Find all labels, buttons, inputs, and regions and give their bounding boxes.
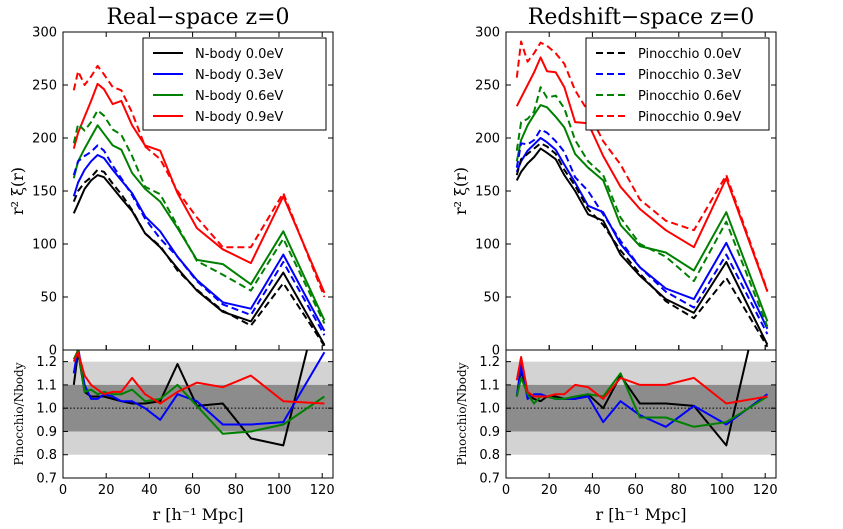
- ratio-subplot: [63, 350, 333, 455]
- ratio-line-09ev: [515, 356, 768, 405]
- series-line-n-body-0-9ev: [515, 56, 769, 293]
- series-line-pinocchio-0-0ev: [72, 168, 326, 347]
- x-tick-label: 100: [267, 483, 292, 498]
- ratio-plot-frame: [62, 349, 334, 479]
- ratio-y-tick-label: 1.2: [36, 355, 57, 370]
- main-series-group: [72, 64, 326, 347]
- ratio-line-06ev: [72, 350, 325, 435]
- ratio-line-09ev: [72, 351, 325, 405]
- main-series-group: [515, 40, 769, 348]
- ratio-subplot: [506, 350, 776, 455]
- legend-frame: [585, 37, 770, 131]
- x-tick-label: 80: [671, 483, 688, 498]
- y-tick-label: 300: [475, 26, 500, 41]
- ratio-y-tick-label: 1.1: [36, 378, 57, 393]
- series-line-n-body-0-0ev: [515, 147, 769, 346]
- y-tick-label: 200: [32, 132, 57, 147]
- y-tick-label: 0: [49, 344, 57, 359]
- x-tick-label: 0: [502, 483, 510, 498]
- chart-title: Real−space z=0: [106, 5, 289, 30]
- ratio-y-tick-label: 0.9: [36, 425, 57, 440]
- ratio-y-tick-label: 0.9: [479, 425, 500, 440]
- y-axis-label: r² ξ(r): [451, 167, 470, 215]
- ratio-y-axis-label: Pinocchio/Nbody: [12, 362, 26, 465]
- series-line-n-body-0-3ev: [515, 137, 769, 330]
- y-tick-label: 50: [40, 291, 57, 306]
- legend-entry-label: Pinocchio 0.9eV: [638, 110, 741, 125]
- x-tick-label: 100: [710, 483, 735, 498]
- ratio-y-tick-label: 0.8: [36, 448, 57, 463]
- y-tick-label: 200: [475, 132, 500, 147]
- x-axis-label: r [h⁻¹ Mpc]: [152, 505, 243, 524]
- series-line-pinocchio-0-6ev: [72, 109, 326, 324]
- legend-entry-label: Pinocchio 0.0eV: [638, 47, 741, 62]
- series-line-n-body-0-0ev: [72, 174, 326, 346]
- chart-title: Redshift−space z=0: [528, 5, 754, 30]
- x-tick-label: 20: [98, 483, 115, 498]
- ratio-series-group: [515, 350, 768, 447]
- ratio-y-tick-label: 0.8: [479, 448, 500, 463]
- series-line-n-body-0-3ev: [72, 154, 326, 332]
- ratio-line-06ev: [515, 372, 768, 428]
- series-line-n-body-0-6ev: [515, 104, 769, 322]
- legend: N-body 0.0eV N-body 0.3eV N-body 0.6eV N-bo…: [142, 37, 327, 131]
- panel-right: Redshift−space z=00501001502002503000.70…: [451, 5, 778, 524]
- legend-entry-label: N-body 0.9eV: [195, 110, 283, 125]
- y-tick-label: 150: [32, 185, 57, 200]
- series-line-pinocchio-0-3ev: [72, 144, 326, 336]
- series-line-n-body-0-6ev: [72, 124, 326, 321]
- x-tick-label: 120: [753, 483, 778, 498]
- ratio-y-tick-label: 1.1: [479, 378, 500, 393]
- legend-entry-label: N-body 0.3eV: [195, 68, 283, 83]
- legend-entry-label: Pinocchio 0.3eV: [638, 68, 741, 83]
- legend-entry-label: Pinocchio 0.6eV: [638, 89, 741, 104]
- ratio-y-tick-label: 0.7: [479, 472, 500, 487]
- series-line-n-body-0-9ev: [72, 82, 326, 294]
- ratio-series-group: [72, 350, 326, 447]
- x-tick-label: 80: [228, 483, 245, 498]
- x-tick-label: 40: [584, 483, 601, 498]
- x-tick-label: 0: [59, 483, 67, 498]
- y-tick-label: 50: [483, 291, 500, 306]
- legend-entry-label: N-body 0.6eV: [195, 89, 283, 104]
- legend: Pinocchio 0.0eV Pinocchio 0.3eV Pinocchio …: [585, 37, 770, 131]
- ratio-y-axis-label: Pinocchio/Nbody: [455, 362, 469, 465]
- x-tick-label: 40: [141, 483, 158, 498]
- series-line-pinocchio-0-9ev: [72, 64, 326, 298]
- y-tick-label: 250: [32, 79, 57, 94]
- x-axis-label: r [h⁻¹ Mpc]: [595, 505, 686, 524]
- y-axis-label: r² ξ(r): [8, 167, 27, 215]
- y-tick-label: 150: [475, 185, 500, 200]
- x-tick-label: 60: [627, 483, 644, 498]
- series-line-pinocchio-0-3ev: [515, 128, 769, 335]
- panel-left: Real−space z=00501001502002503000.70.80.…: [8, 5, 335, 524]
- y-tick-label: 0: [492, 344, 500, 359]
- y-tick-label: 300: [32, 26, 57, 41]
- ratio-y-tick-label: 1.2: [479, 355, 500, 370]
- x-tick-label: 60: [184, 483, 201, 498]
- y-tick-label: 100: [32, 238, 57, 253]
- x-tick-label: 120: [310, 483, 335, 498]
- ratio-y-tick-label: 1.0: [479, 402, 500, 417]
- y-tick-label: 100: [475, 238, 500, 253]
- ratio-y-tick-label: 0.7: [36, 472, 57, 487]
- ratio-line-03ev: [72, 350, 326, 426]
- series-line-pinocchio-0-9ev: [515, 40, 769, 291]
- series-line-pinocchio-0-0ev: [515, 142, 769, 348]
- y-tick-label: 250: [475, 79, 500, 94]
- legend-entry-label: N-body 0.0eV: [195, 47, 283, 62]
- ratio-y-tick-label: 1.0: [36, 402, 57, 417]
- x-tick-label: 20: [541, 483, 558, 498]
- ratio-plot-frame: [505, 349, 777, 479]
